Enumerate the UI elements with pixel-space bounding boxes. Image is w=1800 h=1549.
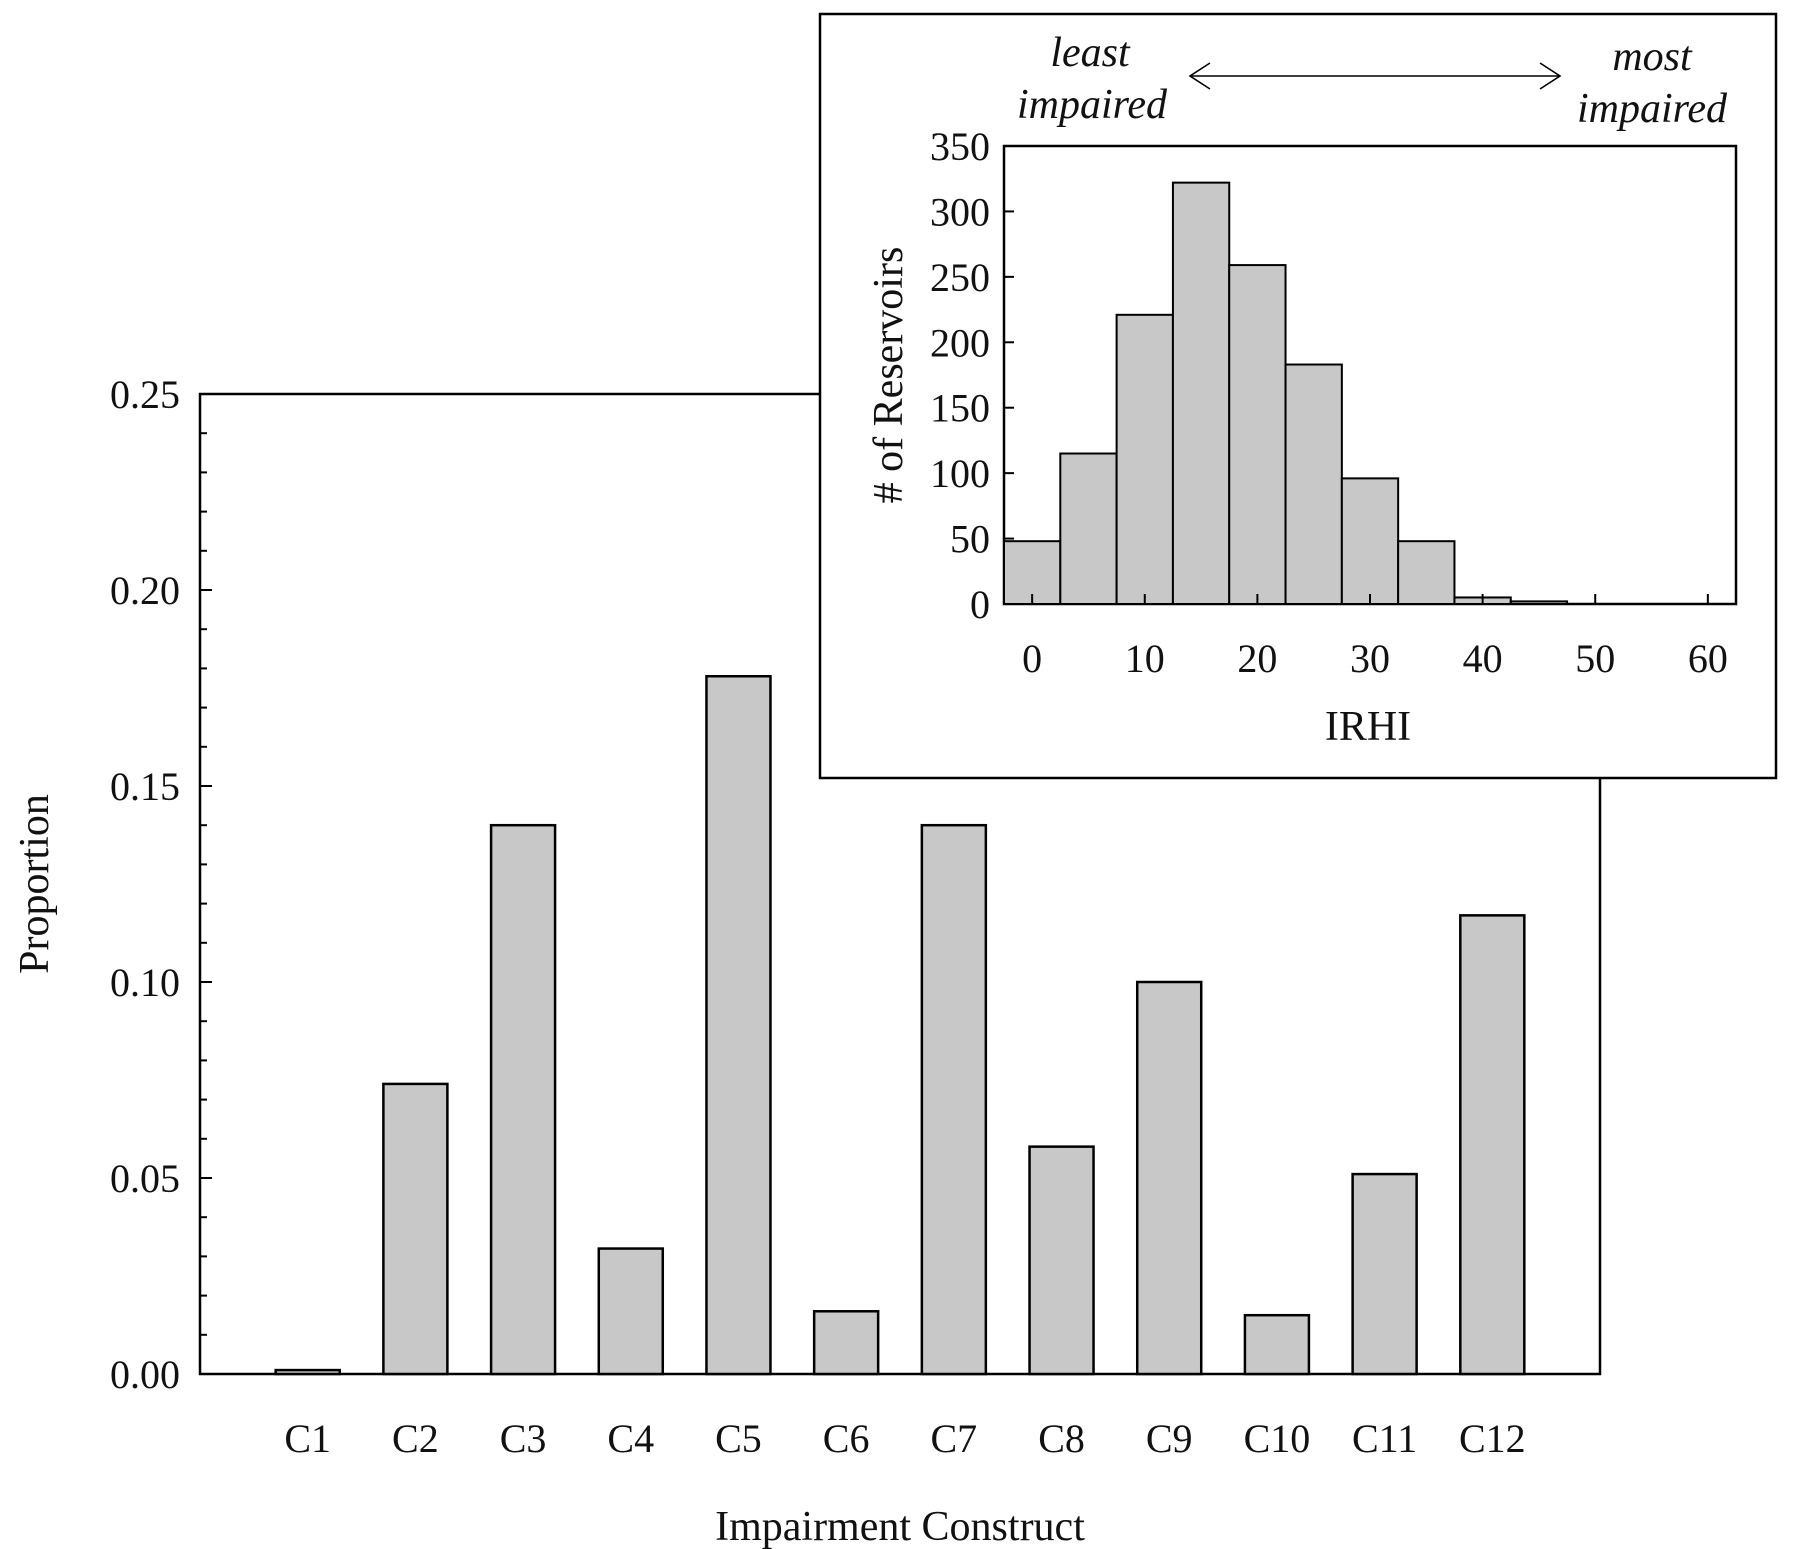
double-arrow-icon <box>1188 62 1562 90</box>
x-tick-label-c11: C11 <box>1352 1416 1417 1461</box>
inset-x-tick-label: 30 <box>1350 636 1390 681</box>
inset-x-ticks <box>1031 594 1709 604</box>
inset-x-tick-label: 50 <box>1575 636 1615 681</box>
histogram-bar <box>1284 363 1343 605</box>
bar-c5 <box>705 674 772 1376</box>
main-y-tick-label: 0.25 <box>110 372 180 417</box>
main-chart: 0.000.050.100.150.200.25 C1 C2 C3 C4 C5 C6 C7 C… <box>12 372 1602 1549</box>
bar-c1 <box>274 1368 341 1376</box>
inset-panel <box>818 12 1778 780</box>
inset-x-tick-label: 60 <box>1688 636 1728 681</box>
bar-c2 <box>382 1082 449 1376</box>
least-impaired-label-line2: impaired <box>1017 82 1168 128</box>
bar-c9 <box>1135 980 1203 1376</box>
inset-y-tick-label: 300 <box>930 189 990 234</box>
inset-y-tick-label: 0 <box>970 582 990 627</box>
histogram-bar <box>1003 540 1062 606</box>
inset-y-axis-title: # of Reservoirs <box>866 247 912 504</box>
bar-c12 <box>1459 914 1526 1376</box>
main-x-tick-labels: C1 C2 C3 C4 C5 C6 C7 C8 C9 C10 C11 C12 <box>284 1416 1525 1461</box>
inset-y-tick-label: 250 <box>930 255 990 300</box>
main-y-tick-label: 0.10 <box>110 960 180 1005</box>
least-impaired-label-line1: least <box>1050 30 1131 76</box>
inset-y-tick-label: 200 <box>930 320 990 365</box>
inset-y-tick-label: 50 <box>950 517 990 562</box>
inset-y-tick-label: 150 <box>930 386 990 431</box>
x-tick-label-c8: C8 <box>1038 1416 1085 1461</box>
most-impaired-label-line1: most <box>1612 34 1693 80</box>
main-y-tick-label: 0.00 <box>110 1352 180 1397</box>
inset-x-tick-labels: 0 10 20 30 40 50 60 <box>1022 636 1728 681</box>
histogram-bar <box>1228 264 1287 605</box>
x-tick-label-c5: C5 <box>715 1416 762 1461</box>
inset-bars <box>1003 181 1569 606</box>
x-tick-label-c12: C12 <box>1459 1416 1526 1461</box>
main-y-tick-label: 0.05 <box>110 1156 180 1201</box>
bar-c8 <box>1028 1145 1095 1376</box>
inset-y-tick-labels: 0 50 100 150 200 250 300 350 <box>930 124 990 627</box>
bar-c6 <box>812 1310 880 1376</box>
bar-c4 <box>597 1247 665 1376</box>
main-bars <box>274 674 1526 1376</box>
bar-c10 <box>1243 1313 1311 1376</box>
inset-y-ticks <box>1004 145 1014 605</box>
inset-x-axis-title: IRHI <box>1325 704 1411 750</box>
histogram-bar <box>1171 181 1231 605</box>
main-y-tick-labels: 0.00 0.05 0.10 0.15 0.20 0.25 <box>110 372 180 1397</box>
most-impaired-label-line2: impaired <box>1577 86 1728 132</box>
x-tick-label-c3: C3 <box>500 1416 547 1461</box>
x-tick-label-c1: C1 <box>284 1416 331 1461</box>
bar-c3 <box>489 823 557 1376</box>
main-y-ticks <box>200 393 212 1375</box>
x-tick-label-c4: C4 <box>607 1416 654 1461</box>
histogram-bar <box>1509 600 1569 606</box>
x-tick-label-c7: C7 <box>931 1416 978 1461</box>
main-y-tick-label: 0.15 <box>110 764 180 809</box>
bar-c11 <box>1351 1172 1418 1376</box>
main-y-tick-label: 0.20 <box>110 568 180 613</box>
inset-x-tick-label: 40 <box>1463 636 1503 681</box>
histogram-bar <box>1397 540 1456 606</box>
histogram-bar <box>1115 313 1174 605</box>
x-tick-label-c6: C6 <box>823 1416 870 1461</box>
x-tick-label-c10: C10 <box>1244 1416 1311 1461</box>
main-x-axis-title: Impairment Construct <box>715 1504 1085 1549</box>
inset-chart: 0 50 100 150 200 250 300 350 0 10 20 30 40 50 60 # of… <box>818 12 1778 780</box>
histogram-bar <box>1340 477 1400 605</box>
x-tick-label-c9: C9 <box>1146 1416 1193 1461</box>
inset-x-tick-label: 10 <box>1125 636 1165 681</box>
histogram-bar <box>1059 452 1118 605</box>
inset-x-tick-label: 20 <box>1237 636 1277 681</box>
bar-c7 <box>920 823 988 1376</box>
x-tick-label-c2: C2 <box>392 1416 439 1461</box>
main-y-axis-title: Proportion <box>12 794 58 974</box>
inset-y-tick-label: 350 <box>930 124 990 169</box>
inset-y-tick-label: 100 <box>930 451 990 496</box>
inset-x-tick-label: 0 <box>1022 636 1042 681</box>
